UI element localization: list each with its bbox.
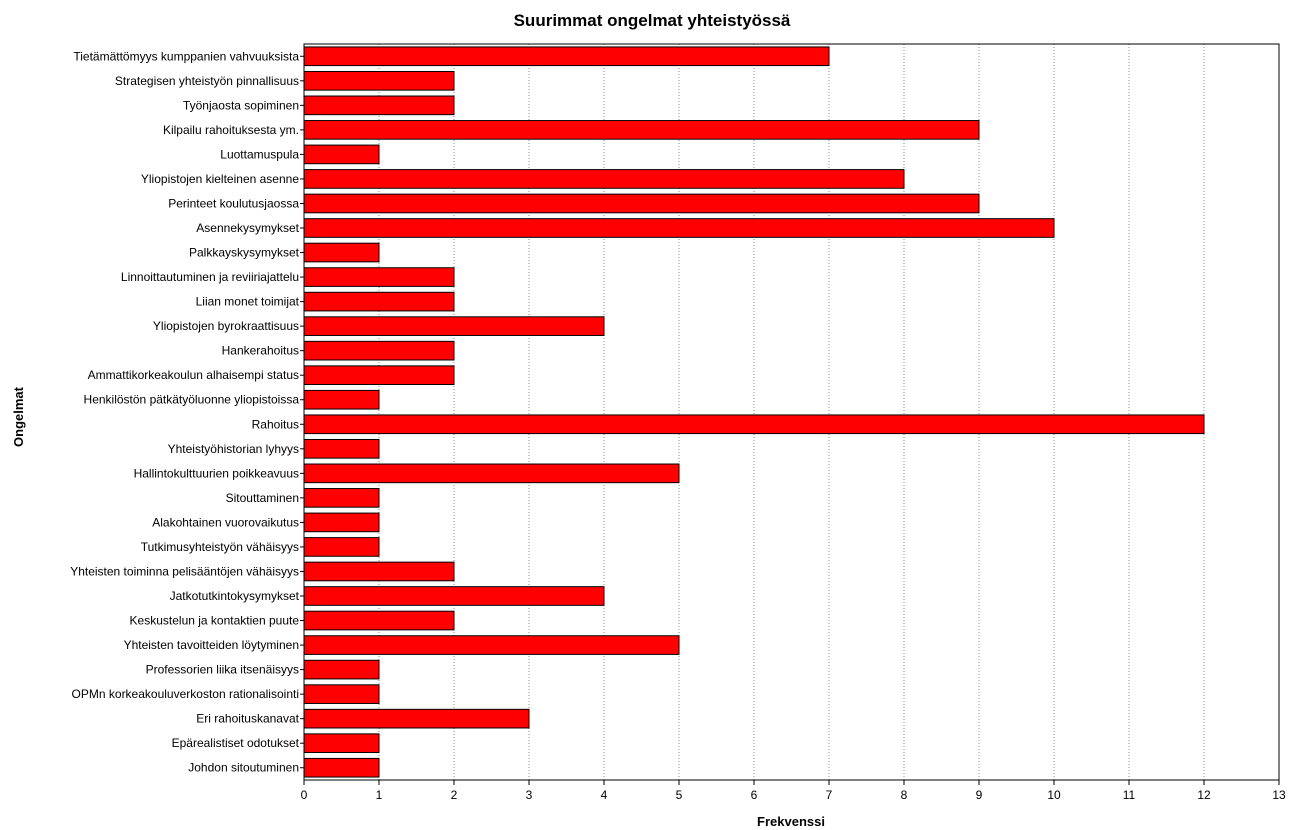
x-axis-label: Frekvenssi [757, 814, 825, 829]
x-tick-label: 3 [526, 788, 533, 802]
category-label: Henkilöstön pätkätyöluonne yliopistoissa [84, 393, 300, 407]
bar [303, 95, 455, 116]
category-label: Hallintokulttuurien poikkeavuus [134, 466, 299, 480]
y-axis-label: Ongelmat [11, 386, 26, 447]
category-label: Työnjaosta sopiminen [183, 98, 299, 112]
bar [303, 340, 455, 361]
category-label: Eri rahoituskanavat [196, 712, 299, 726]
category-label: Epärealistiset odotukset [172, 736, 300, 750]
x-tick-label: 2 [451, 788, 458, 802]
x-axis-ticks: 0 1 2 3 4 5 6 7 8 9 10 11 12 13 [301, 780, 1286, 802]
x-tick-label: 13 [1272, 788, 1286, 802]
bar [303, 708, 530, 729]
category-label: Tutkimusyhteistyön vähäisyys [141, 540, 299, 554]
bar [303, 635, 680, 655]
bar [303, 193, 980, 214]
x-tick-label: 5 [676, 788, 683, 802]
bar [303, 438, 380, 459]
y-axis-ticks: Tietämättömyys kumppanien vahvuuksista St… [70, 49, 304, 775]
bar [303, 46, 830, 67]
category-label: Yliopistojen kielteinen asenne [141, 172, 299, 186]
category-label: Rahoitus [252, 417, 299, 431]
bar [303, 389, 380, 410]
bar [303, 757, 380, 778]
x-tick-label: 12 [1197, 788, 1211, 802]
category-label: Alakohtainen vuorovaikutus [152, 515, 299, 529]
category-label: Jatkotutkintokysymykset [170, 589, 300, 603]
bar [303, 169, 905, 189]
category-label: Strategisen yhteistyön pinnallisuus [115, 74, 299, 88]
bar [303, 120, 980, 140]
bar [303, 218, 1055, 238]
x-tick-label: 9 [976, 788, 983, 802]
bar [303, 512, 380, 533]
x-tick-label: 8 [901, 788, 908, 802]
category-label: Asennekysymykset [196, 221, 299, 235]
category-label: Linnoittautuminen ja reviiriajattelu [121, 270, 299, 284]
bar [303, 242, 380, 263]
category-label: Ammattikorkeakoulun alhaisempi status [88, 368, 299, 382]
bar [303, 537, 380, 557]
bars [303, 46, 1205, 778]
category-label: Keskustelun ja kontaktien puute [130, 614, 300, 628]
category-label: Perinteet koulutusjaossa [168, 196, 299, 210]
category-label: Kilpailu rahoituksesta ym. [163, 123, 299, 137]
category-label: Hankerahoitus [222, 344, 299, 358]
category-label: OPMn korkeakouluverkoston rationalisoint… [72, 687, 299, 701]
bar [303, 586, 605, 606]
bar [303, 70, 455, 91]
category-label: Sitouttaminen [226, 491, 299, 505]
grid-lines [378, 44, 1205, 780]
bar [303, 414, 1205, 435]
bar [303, 291, 455, 312]
category-label: Liian monet toimijat [196, 295, 300, 309]
category-label: Johdon sitoutuminen [188, 761, 299, 775]
category-label: Yhteistyöhistorian lyhyys [168, 442, 299, 456]
bar [303, 316, 605, 336]
bar [303, 610, 455, 631]
category-label: Palkkayskysymykset [189, 246, 300, 260]
bar [303, 365, 455, 386]
x-tick-label: 1 [376, 788, 383, 802]
x-tick-label: 10 [1047, 788, 1061, 802]
x-tick-label: 0 [301, 788, 308, 802]
bar [303, 144, 380, 165]
chart-title: Suurimmat ongelmat yhteistyössä [514, 11, 791, 30]
category-label: Tietämättömyys kumppanien vahvuuksista [73, 49, 299, 63]
category-label: Luottamuspula [220, 147, 299, 161]
bar [303, 267, 455, 287]
x-tick-label: 6 [751, 788, 758, 802]
category-label: Yhteisten toiminna pelisääntöjen vähäisy… [70, 564, 299, 578]
bar [303, 561, 455, 582]
bar [303, 463, 680, 484]
x-tick-label: 7 [826, 788, 833, 802]
bar [303, 488, 380, 508]
x-tick-label: 4 [601, 788, 608, 802]
category-label: Yhteisten tavoitteiden löytyminen [124, 638, 299, 652]
plot-area-frame [303, 43, 1280, 781]
bar [303, 684, 380, 704]
x-tick-label: 11 [1123, 788, 1136, 802]
category-label: Professorien liika itsenäisyys [146, 663, 299, 677]
category-label: Yliopistojen byrokraattisuus [153, 319, 299, 333]
bar [303, 733, 380, 754]
bar [303, 659, 380, 680]
